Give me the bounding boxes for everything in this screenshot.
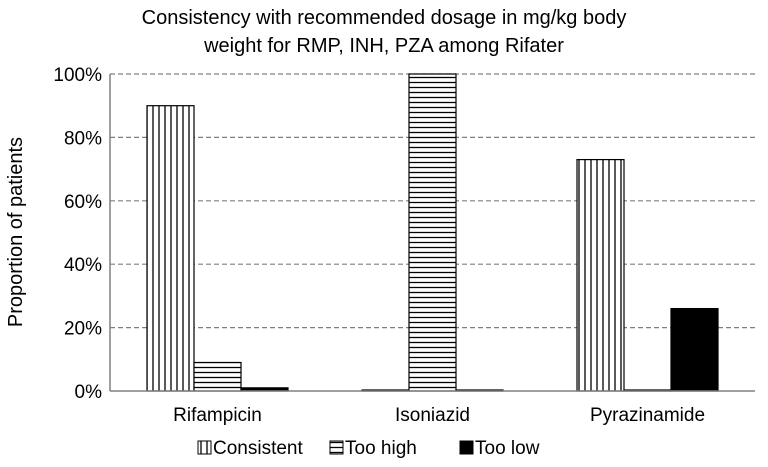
bar-isoniazid-too-high — [408, 73, 457, 392]
y-tick-label: 60% — [64, 192, 102, 213]
chart-title-line-1: Consistency with recommended dosage in m… — [142, 7, 627, 29]
bar-pyrazinamide-too-low — [670, 307, 719, 392]
y-tick-label: 80% — [64, 128, 102, 149]
x-axis-ticks: Rifampicin Isoniazid Pyrazinamide — [173, 405, 705, 426]
legend-label-too-low: Too low — [475, 438, 540, 459]
y-tick-label: 40% — [64, 255, 102, 276]
bar-pyrazinamide-consistent — [576, 158, 625, 392]
y-axis-ticks: 0% 20% 40% 60% 80% 100% — [53, 65, 102, 403]
x-tick-label: Rifampicin — [173, 405, 262, 426]
bar-rifampicin-consistent — [146, 105, 195, 392]
legend-label-too-high: Too high — [345, 438, 417, 459]
bar-rifampicin-too-high — [193, 361, 242, 392]
legend-label-consistent: Consistent — [213, 438, 303, 459]
legend-swatch-consistent — [197, 440, 212, 455]
bars — [146, 73, 719, 392]
y-tick-label: 20% — [64, 319, 102, 340]
y-axis-label: Proportion of patients — [5, 137, 27, 327]
x-tick-label: Pyrazinamide — [590, 405, 705, 426]
legend-swatch-too-high — [329, 440, 344, 455]
legend-swatch-too-low — [459, 440, 474, 455]
legend: Consistent Too high Too low — [197, 438, 540, 459]
x-tick-label: Isoniazid — [395, 405, 470, 426]
y-tick-label: 100% — [53, 65, 102, 86]
y-tick-label: 0% — [75, 382, 103, 403]
chart-title-line-2: weight for RMP, INH, PZA among Rifater — [203, 35, 564, 57]
